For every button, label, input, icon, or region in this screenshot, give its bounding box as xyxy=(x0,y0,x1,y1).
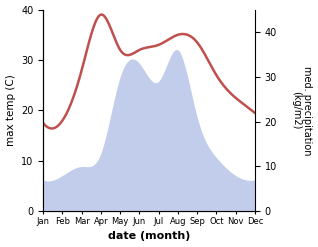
X-axis label: date (month): date (month) xyxy=(108,231,190,242)
Y-axis label: med. precipitation
(kg/m2): med. precipitation (kg/m2) xyxy=(291,66,313,155)
Y-axis label: max temp (C): max temp (C) xyxy=(5,75,16,146)
